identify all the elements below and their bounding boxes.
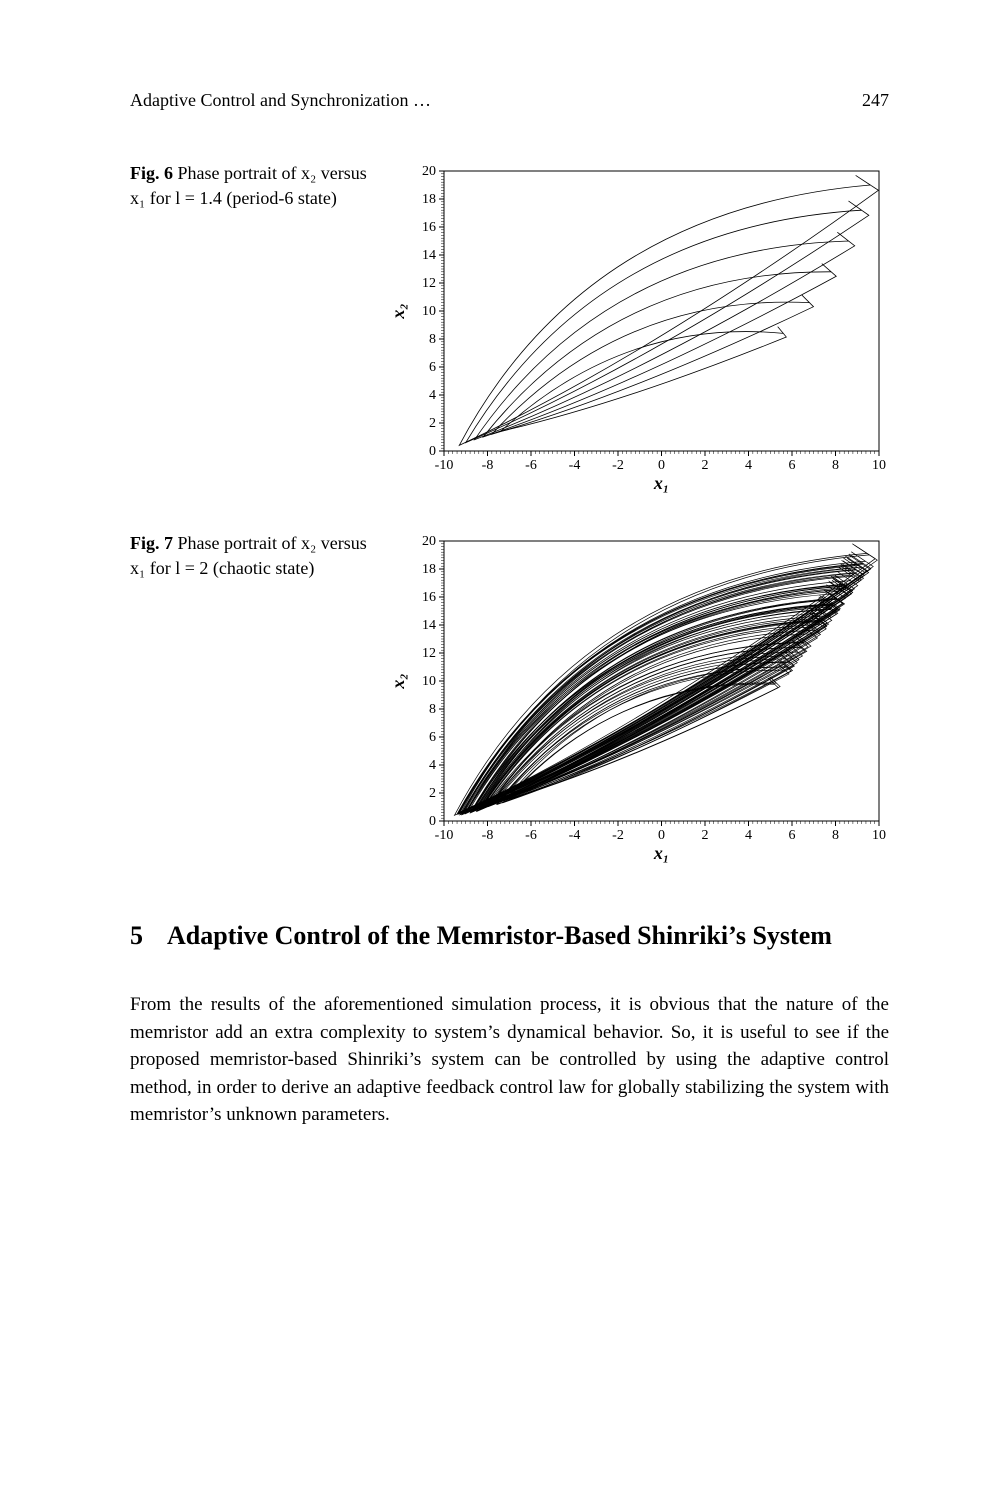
svg-text:6: 6	[789, 458, 796, 473]
svg-text:12: 12	[422, 276, 436, 291]
page-number: 247	[862, 90, 889, 111]
svg-text:8: 8	[832, 458, 839, 473]
svg-text:-10: -10	[435, 458, 454, 473]
figure-7-row: Fig. 7 Phase portrait of x₂ versus x₁ fo…	[130, 531, 889, 871]
svg-text:-2: -2	[612, 458, 624, 473]
section-5-heading: 5 Adaptive Control of the Memristor-Base…	[130, 921, 889, 951]
svg-text:16: 16	[422, 220, 436, 235]
svg-text:-4: -4	[569, 458, 581, 473]
svg-text:10: 10	[422, 674, 436, 689]
svg-text:8: 8	[832, 828, 839, 843]
svg-text:-8: -8	[482, 828, 494, 843]
figure-6-row: Fig. 6 Phase portrait of x₂ versus x₁ fo…	[130, 161, 889, 501]
figure-6-chart: -10 -8 -6 -4 -2 0 2 4 6 8 10 0 2 4 6 8 10 12 14 16 18 20 x₁ x₂	[389, 161, 889, 501]
svg-text:-10: -10	[435, 828, 454, 843]
svg-text:x₂: x₂	[389, 673, 408, 689]
figure-7-label: Fig. 7	[130, 533, 173, 553]
svg-text:-6: -6	[525, 458, 537, 473]
svg-text:18: 18	[422, 192, 436, 207]
svg-text:4: 4	[429, 758, 436, 773]
svg-text:4: 4	[745, 828, 752, 843]
page: Adaptive Control and Synchronization … 2…	[0, 0, 989, 1500]
svg-text:8: 8	[429, 702, 436, 717]
section-5-body: From the results of the aforementioned s…	[130, 991, 889, 1129]
svg-text:16: 16	[422, 590, 436, 605]
svg-text:6: 6	[429, 360, 436, 375]
svg-text:4: 4	[745, 458, 752, 473]
svg-text:x₁: x₁	[653, 473, 669, 493]
figure-6-chart-wrap: -10 -8 -6 -4 -2 0 2 4 6 8 10 0 2 4 6 8 10 12 14 16 18 20 x₁ x₂	[389, 161, 889, 501]
figure-6-label: Fig. 6	[130, 163, 173, 183]
section-number: 5	[130, 921, 143, 951]
figure-7-caption: Fig. 7 Phase portrait of x₂ versus x₁ fo…	[130, 531, 389, 871]
svg-text:0: 0	[658, 458, 665, 473]
svg-text:0: 0	[429, 814, 436, 829]
svg-text:2: 2	[702, 828, 709, 843]
svg-text:x₁: x₁	[653, 843, 669, 863]
svg-text:14: 14	[422, 248, 436, 263]
svg-text:-4: -4	[569, 828, 581, 843]
running-head: Adaptive Control and Synchronization … 2…	[130, 90, 889, 111]
svg-text:8: 8	[429, 332, 436, 347]
figure-7-chart-wrap: -10 -8 -6 -4 -2 0 2 4 6 8 10 0 2 4 6 8 10 12 14 16 18 20 x₁ x₂	[389, 531, 889, 871]
svg-text:4: 4	[429, 388, 436, 403]
section-5-para-1: From the results of the aforementioned s…	[130, 994, 889, 1125]
svg-text:14: 14	[422, 618, 436, 633]
svg-text:10: 10	[872, 458, 886, 473]
figure-7-chart: -10 -8 -6 -4 -2 0 2 4 6 8 10 0 2 4 6 8 10 12 14 16 18 20 x₁ x₂	[389, 531, 889, 871]
svg-text:-6: -6	[525, 828, 537, 843]
svg-text:0: 0	[429, 444, 436, 459]
svg-text:-8: -8	[482, 458, 494, 473]
svg-text:12: 12	[422, 646, 436, 661]
svg-text:-2: -2	[612, 828, 624, 843]
svg-text:18: 18	[422, 562, 436, 577]
figure-6-caption: Fig. 6 Phase portrait of x₂ versus x₁ fo…	[130, 161, 389, 501]
svg-text:20: 20	[422, 534, 436, 549]
section-title: Adaptive Control of the Memristor-Based …	[167, 921, 832, 951]
svg-text:10: 10	[422, 304, 436, 319]
running-title: Adaptive Control and Synchronization …	[130, 90, 431, 111]
svg-text:6: 6	[429, 730, 436, 745]
svg-text:10: 10	[872, 828, 886, 843]
svg-text:2: 2	[429, 416, 436, 431]
svg-text:20: 20	[422, 164, 436, 179]
svg-text:6: 6	[789, 828, 796, 843]
svg-text:0: 0	[658, 828, 665, 843]
svg-text:x₂: x₂	[389, 303, 408, 319]
svg-text:2: 2	[429, 786, 436, 801]
svg-text:2: 2	[702, 458, 709, 473]
